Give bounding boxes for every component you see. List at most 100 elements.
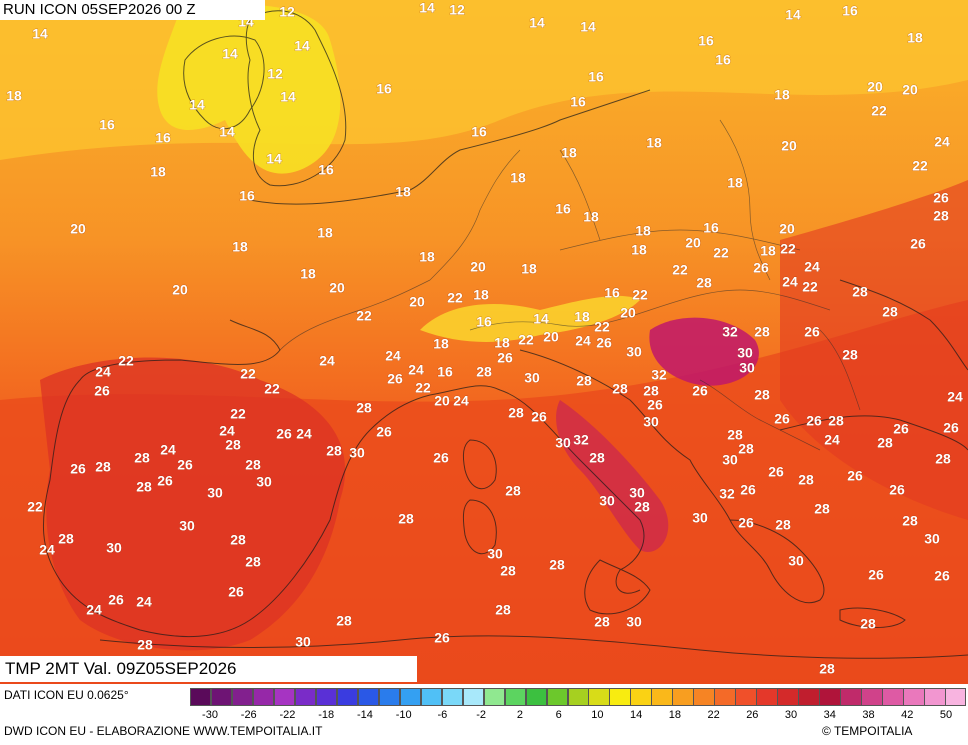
- temperature-label: 30: [737, 345, 753, 361]
- temperature-label: 26: [847, 468, 863, 484]
- temperature-label: 22: [780, 241, 796, 257]
- temperature-label: 16: [703, 220, 719, 236]
- scale-tick-label: 10: [591, 709, 604, 721]
- temperature-label: 30: [524, 370, 540, 386]
- iberia-hot: [40, 357, 346, 651]
- temperature-label: 14: [280, 89, 296, 105]
- temperature-label: 20: [779, 221, 795, 237]
- temperature-label: 16: [239, 188, 255, 204]
- temperature-label: 18: [760, 243, 776, 259]
- color-swatch: [777, 688, 799, 706]
- temperature-label: 20: [172, 282, 188, 298]
- valid-time-label: TMP 2MT Val. 09Z05SEP2026: [0, 656, 417, 682]
- temperature-label: 28: [738, 441, 754, 457]
- temperature-label: 24: [947, 389, 963, 405]
- temperature-label: 26: [108, 592, 124, 608]
- temperature-label: 22: [264, 381, 280, 397]
- temperature-label: 28: [594, 614, 610, 630]
- temperature-label: 26: [596, 335, 612, 351]
- temperature-label: 20: [620, 305, 636, 321]
- temperature-label: 14: [533, 311, 549, 327]
- temperature-label: 24: [575, 333, 591, 349]
- color-swatch: [357, 688, 380, 706]
- temperature-label: 32: [573, 432, 589, 448]
- temperature-label: 26: [740, 482, 756, 498]
- temperature-label: 28: [356, 400, 372, 416]
- temperature-label: 22: [27, 499, 43, 515]
- temperature-label: 26: [933, 190, 949, 206]
- scale-tick-label: -2: [476, 709, 487, 721]
- temperature-label: 22: [356, 308, 372, 324]
- temperature-label: 28: [852, 284, 868, 300]
- temperature-label: 16: [155, 130, 171, 146]
- color-scale-ticks: -30 -26 -22 -18 -14 -10 -6 -2 2 6 10 14 18 22 26 30 34 38…: [190, 709, 966, 723]
- temperature-label: 22: [118, 353, 134, 369]
- temperature-label: 26: [753, 260, 769, 276]
- temperature-label: 26: [387, 371, 403, 387]
- temperature-label: 22: [632, 287, 648, 303]
- temperature-label: 26: [157, 473, 173, 489]
- scale-tick-label: -26: [240, 709, 257, 721]
- color-swatch: [651, 688, 673, 706]
- color-swatch: [525, 688, 548, 706]
- temperature-label: 32: [722, 324, 738, 340]
- credit-label: DWD ICON EU - ELABORAZIONE WWW.TEMPOITAL…: [4, 724, 323, 738]
- temperature-label: 18: [774, 87, 790, 103]
- temperature-label: 28: [727, 427, 743, 443]
- temperature-label: 28: [245, 554, 261, 570]
- temperature-label: 22: [415, 380, 431, 396]
- temperature-label: 28: [326, 443, 342, 459]
- color-swatch: [399, 688, 422, 706]
- temperature-label: 18: [317, 225, 333, 241]
- temperature-label: 30: [555, 435, 571, 451]
- temperature-label: 30: [599, 493, 615, 509]
- temperature-label: 28: [860, 616, 876, 632]
- temperature-label: 16: [99, 117, 115, 133]
- color-swatch: [420, 688, 443, 706]
- alps-cool: [420, 295, 640, 342]
- temperature-label: 16: [476, 314, 492, 330]
- color-swatch: [630, 688, 652, 706]
- temperature-label: 28: [576, 373, 592, 389]
- temperature-label: 26: [910, 236, 926, 252]
- temperature-label: 16: [715, 52, 731, 68]
- temperature-label: 26: [177, 457, 193, 473]
- scale-tick-label: -18: [318, 709, 335, 721]
- temperature-label: 22: [871, 103, 887, 119]
- temperature-label: 30: [643, 414, 659, 430]
- color-swatch: [483, 688, 506, 706]
- temperature-label: 18: [561, 145, 577, 161]
- scale-tick-label: -10: [395, 709, 412, 721]
- scale-tick-label: -14: [356, 709, 373, 721]
- temperature-label: 22: [447, 290, 463, 306]
- temperature-label: 26: [774, 411, 790, 427]
- temperature-label: 30: [626, 614, 642, 630]
- temperature-label: 18: [419, 249, 435, 265]
- temperature-label: 26: [434, 630, 450, 646]
- temperature-label: 30: [692, 510, 708, 526]
- data-source-label: DATI ICON EU 0.0625°: [4, 688, 129, 702]
- temperature-label: 22: [672, 262, 688, 278]
- temperature-label: 26: [768, 464, 784, 480]
- temperature-label: 24: [408, 362, 424, 378]
- temperature-label: 14: [785, 7, 801, 23]
- temperature-label: 26: [934, 568, 950, 584]
- temperature-label: 26: [738, 515, 754, 531]
- scale-tick-label: 2: [516, 709, 523, 721]
- temperature-label: 28: [398, 511, 414, 527]
- temperature-label: 28: [819, 661, 835, 677]
- color-swatch: [693, 688, 715, 706]
- temperature-label: 20: [543, 329, 559, 345]
- color-swatch: [336, 688, 359, 706]
- temperature-label: 14: [266, 151, 282, 167]
- temperature-label: 18: [907, 30, 923, 46]
- temperature-label: 30: [788, 553, 804, 569]
- temperature-label: 16: [588, 69, 604, 85]
- temperature-label: 22: [240, 366, 256, 382]
- temperature-label: 18: [494, 335, 510, 351]
- scale-tick-label: -30: [202, 709, 218, 721]
- temperature-label: 20: [409, 294, 425, 310]
- temperature-label: 24: [39, 542, 55, 558]
- temperature-label: 28: [933, 208, 949, 224]
